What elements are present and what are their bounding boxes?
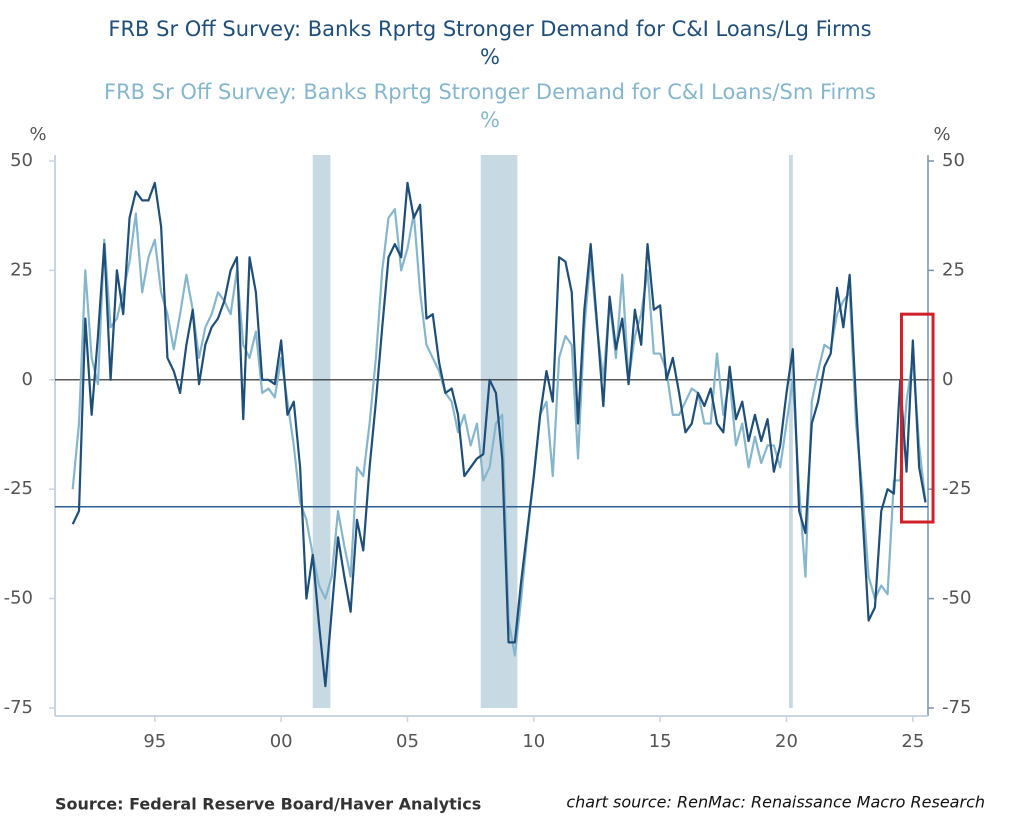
title-unit: % [480,45,500,69]
shaded-period [312,155,331,708]
y2-tick-label: 0 [942,369,953,390]
chart-title: FRB Sr Off Survey: Banks Rprtg Stronger … [108,17,871,41]
subtitle-unit: % [480,108,500,132]
chart-source: chart source: RenMac: Renaissance Macro … [566,793,985,812]
y-tick-label: 0 [22,369,33,390]
source: Source: Federal Reserve Board/Haver Anal… [55,795,481,814]
x-tick-label: 25 [901,731,924,752]
y2-tick-label: -50 [942,588,971,609]
series-line [71,181,927,688]
y-tick-label: 25 [10,259,33,280]
y2-tick-label: -25 [942,478,971,499]
shaded-period [789,155,793,708]
y-tick-label: -75 [4,697,33,718]
y2-tick-label: 50 [942,150,965,171]
y2-axis-label: % [933,124,950,145]
y-tick-label: 50 [10,150,33,171]
x-tick-label: 20 [775,731,798,752]
highlight-box [899,312,935,524]
x-tick-label: 00 [270,731,293,752]
chart-subtitle: FRB Sr Off Survey: Banks Rprtg Stronger … [104,80,876,104]
x-tick-label: 95 [143,731,166,752]
y-tick-label: -50 [4,588,33,609]
y2-tick-label: -75 [942,697,971,718]
x-tick-label: 15 [649,731,672,752]
y-tick-label: -25 [4,478,33,499]
x-tick-label: 05 [396,731,419,752]
x-tick-label: 10 [522,731,545,752]
y2-tick-label: 25 [942,259,965,280]
y-axis-label: % [29,124,46,145]
